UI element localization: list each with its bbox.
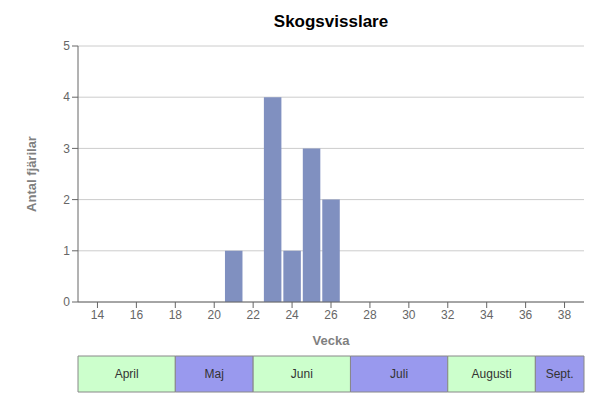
svg-text:Juli: Juli: [390, 367, 408, 381]
svg-text:20: 20: [208, 308, 222, 322]
svg-text:18: 18: [169, 308, 183, 322]
svg-text:1: 1: [63, 244, 70, 258]
svg-text:Sept.: Sept.: [546, 367, 574, 381]
svg-text:0: 0: [63, 295, 70, 309]
svg-text:26: 26: [324, 308, 338, 322]
html-text:Skogsvisslare: Skogsvisslare: [273, 12, 389, 31]
svg-text:April: April: [115, 367, 139, 381]
svg-text:Vecka: Vecka: [313, 333, 351, 348]
svg-text:Maj: Maj: [205, 367, 224, 381]
svg-text:14: 14: [91, 308, 105, 322]
svg-text:Augusti: Augusti: [472, 367, 512, 381]
svg-text:3: 3: [63, 142, 70, 156]
svg-text:4: 4: [63, 90, 70, 104]
svg-text:28: 28: [363, 308, 377, 322]
svg-text:36: 36: [519, 308, 533, 322]
svg-text:16: 16: [130, 308, 144, 322]
svg-text:24: 24: [285, 308, 299, 322]
svg-text:38: 38: [558, 308, 572, 322]
svg-text:Juni: Juni: [291, 367, 313, 381]
svg-text:32: 32: [441, 308, 455, 322]
svg-text:5: 5: [63, 39, 70, 53]
svg-text:Antal fjärilar: Antal fjärilar: [24, 136, 39, 212]
svg-text:22: 22: [246, 308, 260, 322]
svg-text:30: 30: [402, 308, 416, 322]
svg-text:2: 2: [63, 193, 70, 207]
svg-text:34: 34: [480, 308, 494, 322]
